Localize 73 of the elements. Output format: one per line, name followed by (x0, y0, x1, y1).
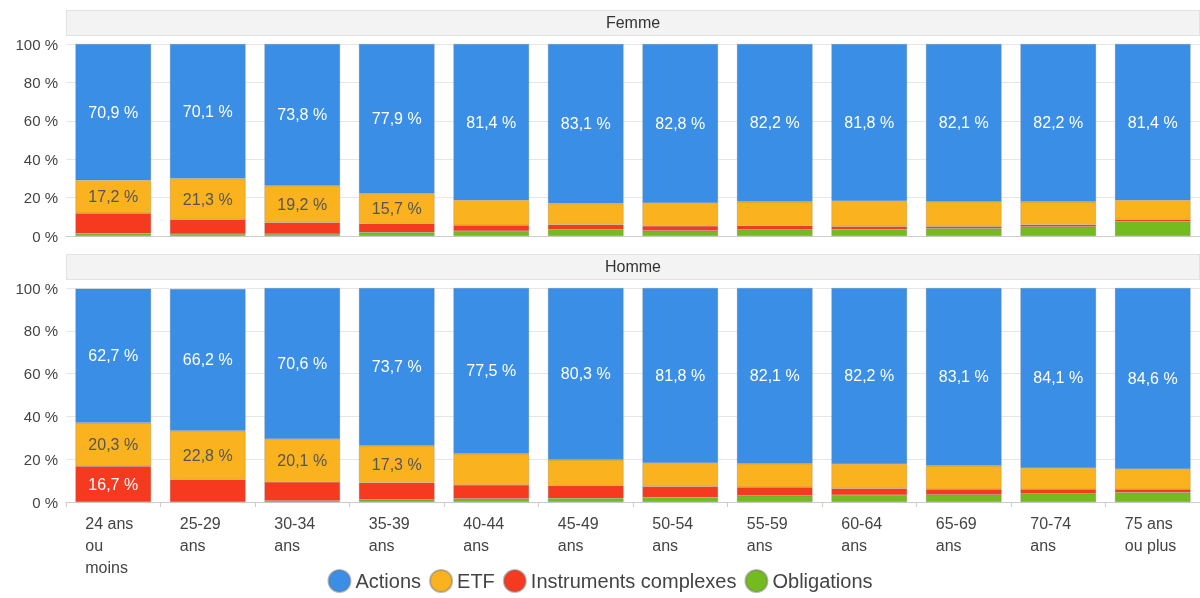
y-tick-label: 60 % (23, 365, 58, 383)
x-tick-label: 70-74 ans (1030, 514, 1076, 554)
chart-title: Homme (66, 254, 1200, 280)
data-label: 19,2 % (277, 195, 328, 213)
legend-label: Actions (355, 570, 422, 592)
bar (642, 230, 719, 236)
legend-label: ETF (457, 570, 495, 592)
y-tick-label: 40 % (23, 407, 58, 425)
y-tick-label: 100 % (15, 279, 58, 297)
data-label: 70,9 % (88, 103, 139, 121)
data-label: 70,6 % (277, 355, 328, 373)
data-label: 81,8 % (844, 114, 895, 132)
y-tick-label: 0 % (32, 493, 58, 511)
data-label: 17,3 % (371, 455, 422, 473)
x-tick-label: 25-29 ans (179, 514, 226, 554)
data-label: 73,8 % (277, 106, 328, 124)
x-tick-label: 50-54 ans (652, 514, 698, 554)
bar (1114, 492, 1191, 502)
data-label: 83,1 % (560, 115, 611, 133)
data-label: 66,2 % (182, 351, 233, 369)
data-label: 77,5 % (466, 362, 517, 380)
y-tick-label: 40 % (23, 150, 58, 168)
data-label: 81,4 % (1127, 113, 1178, 131)
x-tick-label: 40-44 ans (463, 514, 509, 554)
data-label: 62,7 % (88, 347, 139, 365)
bar (547, 229, 624, 236)
data-label: 82,1 % (938, 114, 989, 132)
y-tick-label: 20 % (23, 189, 58, 207)
x-tick-label: 30-34 ans (274, 514, 320, 554)
data-label: 70,1 % (182, 102, 233, 120)
bar (1020, 226, 1097, 236)
x-tick-label: 24 ans ou moins (85, 514, 138, 576)
data-label: 84,6 % (1127, 370, 1178, 388)
data-label: 82,1 % (749, 367, 800, 385)
y-tick-label: 80 % (23, 73, 58, 91)
data-label: 15,7 % (371, 200, 422, 218)
x-tick-label: 55-59 ans (746, 514, 793, 554)
bar (1114, 221, 1191, 236)
bar (925, 228, 1002, 236)
chart-title: Femme (66, 10, 1200, 36)
y-tick-label: 20 % (23, 450, 58, 468)
data-label: 81,8 % (655, 367, 706, 385)
data-label: 84,1 % (1033, 369, 1084, 387)
x-tick-label: 35-39 ans (368, 514, 415, 554)
data-label: 20,1 % (277, 452, 328, 470)
legend-label: Obligations (772, 570, 873, 592)
x-tick-label: 60-64 ans (841, 514, 887, 554)
y-tick-label: 80 % (23, 322, 58, 340)
x-tick-label: 65-69 ans (935, 514, 982, 554)
data-label: 82,2 % (844, 367, 895, 385)
y-tick-label: 100 % (15, 35, 58, 53)
data-label: 16,7 % (88, 475, 139, 493)
data-label: 73,7 % (371, 358, 422, 376)
y-tick-label: 60 % (23, 112, 58, 130)
data-label: 82,8 % (655, 114, 706, 132)
bar (831, 229, 908, 236)
y-tick-label: 0 % (32, 227, 58, 245)
data-label: 80,3 % (560, 365, 611, 383)
data-label: 82,2 % (749, 114, 800, 132)
bar (1020, 493, 1097, 502)
data-label: 83,1 % (938, 368, 989, 386)
x-tick-label: 75 ans ou plus (1124, 514, 1178, 554)
bar (736, 229, 813, 236)
legend-label: Instruments complexes (530, 570, 737, 592)
data-label: 81,4 % (466, 113, 517, 131)
data-label: 21,3 % (182, 190, 233, 208)
data-label: 20,3 % (88, 436, 139, 454)
bar (925, 494, 1002, 502)
data-label: 82,2 % (1033, 114, 1084, 132)
data-label: 17,2 % (88, 188, 139, 206)
x-tick-label: 45-49 ans (557, 514, 604, 554)
data-label: 77,9 % (371, 110, 422, 128)
data-label: 22,8 % (182, 446, 233, 464)
